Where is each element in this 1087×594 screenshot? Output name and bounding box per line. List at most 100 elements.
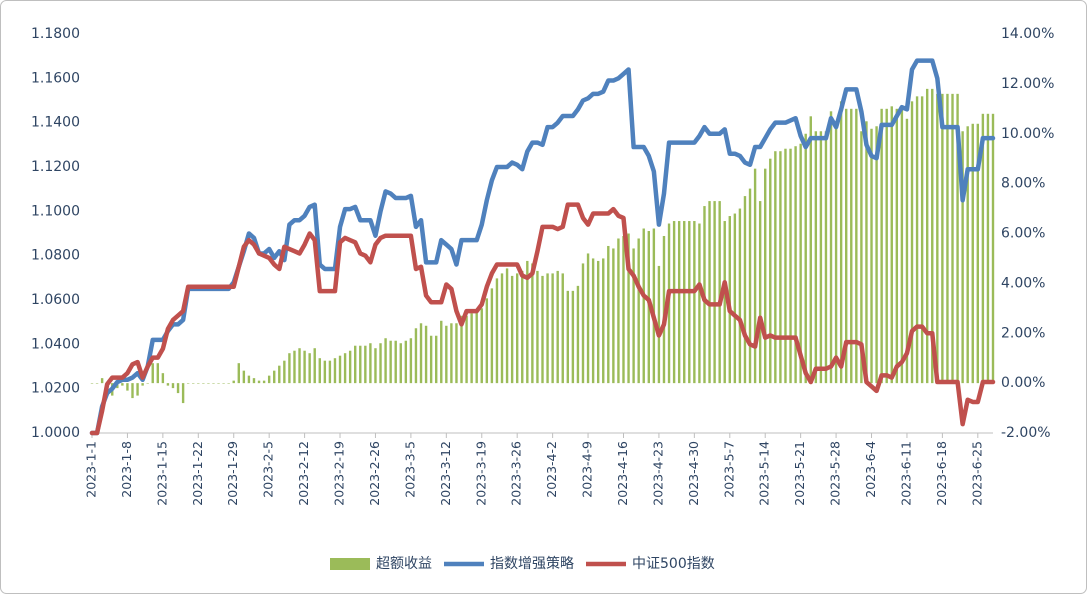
bar (217, 383, 220, 384)
bar (156, 363, 160, 384)
bar (455, 323, 458, 384)
x-tick-label: 2023-6-11 (898, 441, 913, 506)
x-tick-label: 2023-4-30 (686, 441, 701, 506)
bar (622, 235, 625, 384)
bar (566, 290, 570, 384)
bar (774, 151, 777, 384)
x-tick-label: 2023-2-12 (296, 441, 311, 506)
bar (475, 310, 478, 384)
bar (267, 375, 271, 384)
bar (273, 370, 276, 384)
bar (212, 383, 215, 384)
bar (298, 348, 301, 384)
bar (505, 268, 509, 384)
bar (708, 201, 711, 384)
bar (414, 328, 418, 384)
bar (748, 188, 752, 384)
bar (591, 258, 595, 384)
x-tick-label: 2023-2-19 (332, 441, 347, 506)
y2-tick-label: 8.00% (1001, 176, 1045, 192)
bar (546, 273, 549, 384)
bar (121, 383, 124, 386)
bar (596, 260, 600, 384)
bar (323, 360, 327, 384)
bar (389, 340, 392, 384)
bar (515, 273, 519, 384)
y-tick-label: 1.0200 (31, 381, 80, 397)
bar (136, 383, 139, 396)
bar (384, 338, 387, 384)
bar (232, 380, 235, 384)
bar (769, 158, 772, 384)
bar (713, 201, 716, 384)
bar (799, 143, 802, 384)
bar (961, 131, 964, 384)
bar (890, 106, 893, 384)
y-tick-label: 1.1000 (31, 203, 80, 219)
bar (470, 313, 473, 384)
bar (834, 128, 838, 384)
bar (247, 375, 251, 384)
bar (971, 123, 974, 384)
bar (829, 111, 833, 384)
bar (794, 146, 797, 384)
bar (571, 290, 575, 384)
bar (576, 285, 580, 384)
bar (207, 383, 210, 384)
bar (617, 238, 620, 384)
x-tick-label: 2023-1-22 (190, 441, 205, 506)
bar (338, 355, 342, 384)
bar (359, 345, 362, 384)
x-tick-label: 2023-5-7 (721, 441, 736, 498)
bar (166, 383, 170, 386)
bar (450, 323, 453, 384)
bar (328, 360, 332, 384)
bar (986, 113, 990, 384)
y2-tick-label: 6.00% (1001, 226, 1045, 242)
bar (738, 208, 742, 384)
bar (698, 223, 701, 384)
x-tick-label: 2023-2-5 (261, 441, 276, 498)
bar (870, 128, 873, 384)
y2-tick-label: 0.00% (1001, 375, 1045, 391)
bar (242, 370, 246, 384)
bar (789, 148, 792, 384)
bar (845, 108, 848, 384)
bar (146, 383, 149, 384)
bar (531, 263, 534, 384)
bar (875, 126, 878, 384)
bar (465, 315, 468, 384)
bar (966, 126, 969, 384)
bar (303, 350, 306, 384)
x-tick-label: 2023-4-9 (580, 441, 595, 498)
bar (126, 383, 129, 391)
y2-tick-label: 4.00% (1001, 275, 1045, 291)
bar (202, 383, 205, 384)
bar (743, 196, 747, 384)
x-tick-label: 2023-5-14 (757, 441, 772, 506)
bar (440, 320, 443, 384)
bar (657, 265, 661, 384)
bar (612, 248, 615, 384)
bar (551, 273, 554, 384)
bar (131, 383, 134, 399)
bar (784, 148, 787, 384)
bar (637, 238, 640, 384)
bar (354, 345, 357, 384)
bar (693, 221, 696, 384)
bar (141, 383, 144, 386)
bar (951, 93, 954, 384)
bar (186, 383, 190, 384)
bar (419, 323, 423, 384)
x-tick-label: 2023-6-25 (969, 441, 984, 506)
bar (460, 315, 463, 384)
bar (976, 123, 980, 384)
bar (850, 108, 853, 384)
bar (607, 245, 610, 384)
bar (895, 108, 899, 384)
bar (642, 228, 645, 384)
bar (920, 96, 924, 384)
bar (176, 383, 180, 394)
bar (369, 343, 372, 384)
